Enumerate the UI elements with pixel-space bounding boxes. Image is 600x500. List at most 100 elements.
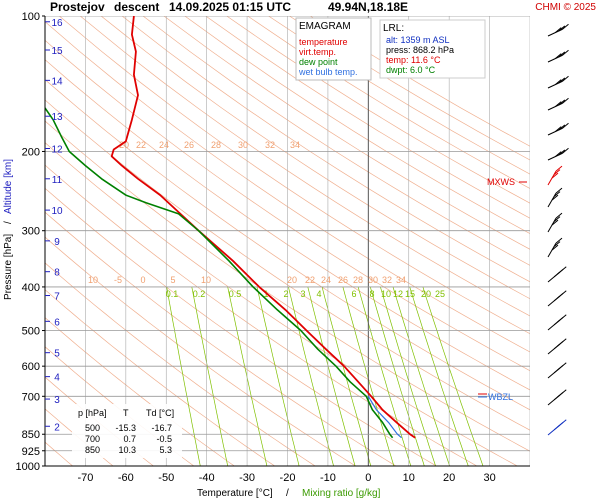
adiabat-label: 26 bbox=[184, 140, 194, 150]
lrl-dewpoint: dwpt: 6.0 °C bbox=[386, 65, 436, 75]
wbzl-marker: WBZL bbox=[478, 392, 513, 402]
wind-barb bbox=[547, 97, 569, 111]
wind-barb-flag bbox=[562, 97, 569, 104]
profile-layer bbox=[45, 16, 416, 439]
adiabat-label: 28 bbox=[353, 275, 363, 285]
mixing-ratio-label: 3 bbox=[300, 289, 305, 299]
altitude-tick-label: 6 bbox=[54, 317, 60, 328]
pressure-tick-label: 200 bbox=[22, 146, 40, 158]
altitude-tick-label: 3 bbox=[54, 395, 60, 406]
wind-barb-flag bbox=[562, 23, 569, 30]
adiabat-label: 24 bbox=[159, 140, 169, 150]
adiabat-label: 28 bbox=[211, 140, 221, 150]
dry-adiabat-line bbox=[45, 21, 530, 353]
mixing-ratio-label: 4 bbox=[316, 289, 321, 299]
adiabat-label: 30 bbox=[368, 275, 378, 285]
altitude-tick-label: 5 bbox=[54, 349, 60, 360]
wind-barb-flag bbox=[558, 51, 566, 58]
wind-barb-flag bbox=[558, 25, 566, 32]
wind-barb-flag bbox=[558, 99, 566, 106]
legend-item-wet-bulb: wet bulb temp. bbox=[298, 67, 358, 77]
pressure-tick-label: 700 bbox=[22, 391, 40, 403]
sounding-datetime: 14.09.2025 01:15 UTC bbox=[169, 0, 291, 14]
pressure-tick-label: 1000 bbox=[16, 461, 40, 473]
legend-title: EMAGRAM bbox=[299, 21, 351, 32]
wind-barb-flag bbox=[553, 169, 561, 175]
temperature-tick-label: -10 bbox=[320, 472, 336, 484]
wind-barb-staff bbox=[547, 242, 557, 258]
wind-barb bbox=[547, 237, 563, 258]
adiabat-label: 20 bbox=[287, 275, 297, 285]
wind-barb-staff bbox=[547, 192, 557, 208]
y-axis-title-altitude: Altitude [km] bbox=[3, 159, 14, 214]
legend-item-virt-temp: virt.temp. bbox=[299, 47, 336, 57]
temperature-tick-label: -60 bbox=[118, 472, 134, 484]
wind-barb bbox=[547, 419, 567, 436]
table-cell: 700 bbox=[85, 434, 100, 444]
mxws-label: MXWS bbox=[487, 177, 515, 187]
adiabat-label: 22 bbox=[136, 140, 146, 150]
wind-barb-flag bbox=[551, 172, 559, 179]
mixing-ratio-label: 12 bbox=[393, 289, 403, 299]
wind-barb-flag bbox=[551, 219, 559, 226]
wind-barb-flag bbox=[562, 75, 569, 82]
x-axis-title-temperature: Temperature [°C] bbox=[197, 488, 273, 499]
dry-adiabat-line bbox=[79, 16, 530, 317]
lrl-altitude: alt: 1359 m ASL bbox=[386, 35, 450, 45]
wbzl-label: WBZL bbox=[488, 392, 513, 402]
wind-barb-flag bbox=[553, 424, 561, 431]
altitude-tick-label: 11 bbox=[52, 175, 63, 186]
wind-barb bbox=[547, 362, 567, 379]
wind-barb-flag bbox=[553, 191, 561, 197]
dry-adiabat-line bbox=[45, 59, 530, 391]
altitude-tick-label: 2 bbox=[54, 422, 60, 433]
temperature-tick-label: -20 bbox=[280, 472, 296, 484]
wind-barb bbox=[547, 314, 567, 331]
wind-barb bbox=[547, 389, 567, 406]
wind-barb-flag bbox=[558, 124, 566, 131]
dry-adiabat-line bbox=[100, 16, 530, 300]
wind-barb-flag bbox=[553, 319, 561, 326]
pressure-tick-label: 400 bbox=[22, 282, 40, 294]
table-cell: 10.3 bbox=[118, 445, 136, 455]
wind-barb-flag bbox=[554, 151, 562, 158]
wind-barb bbox=[547, 75, 569, 89]
temperature-tick-label: 0 bbox=[365, 472, 371, 484]
dry-adiabat-line bbox=[142, 16, 530, 266]
altitude-tick-label: 9 bbox=[54, 237, 60, 248]
wind-barb-flag bbox=[554, 53, 562, 60]
adiabat-label: 0 bbox=[140, 275, 145, 285]
mixing-ratio-label: 0.2 bbox=[193, 289, 206, 299]
mixing-ratio-label: 20 bbox=[421, 289, 431, 299]
adiabat-label: 32 bbox=[382, 275, 392, 285]
lrl-title: LRL: bbox=[383, 23, 404, 34]
adiabat-label: -5 bbox=[114, 275, 122, 285]
wind-barb-flag bbox=[553, 241, 561, 247]
pressure-tick-label: 850 bbox=[22, 429, 40, 441]
wind-barb-flag bbox=[554, 101, 562, 108]
altitude-tick-label: 4 bbox=[54, 373, 60, 384]
temperature-tick-label: -40 bbox=[199, 472, 215, 484]
wind-barb bbox=[547, 23, 569, 37]
mixing-ratio-label: 0.1 bbox=[166, 289, 179, 299]
wind-barb bbox=[547, 266, 567, 283]
table-cell: -16.7 bbox=[151, 423, 172, 433]
table-cell: -0.5 bbox=[156, 434, 172, 444]
altitude-tick-label: 16 bbox=[51, 18, 63, 29]
x-axis-title-mixing-ratio: Mixing ratio [g/kg] bbox=[302, 488, 381, 499]
altitude-tick-label: 8 bbox=[54, 268, 60, 279]
lrl-temperature: temp: 11.6 °C bbox=[386, 55, 441, 65]
wind-barb-flag bbox=[553, 271, 561, 278]
dry-adiabat-line bbox=[45, 79, 530, 411]
adiabat-label: 10 bbox=[201, 275, 211, 285]
wind-barb-flag bbox=[553, 216, 561, 222]
wind-barb-flag bbox=[555, 165, 563, 172]
wind-barb bbox=[547, 338, 567, 355]
pressure-tick-label: 300 bbox=[22, 226, 40, 238]
pressure-tick-label: 100 bbox=[22, 11, 40, 23]
wind-barb bbox=[547, 165, 563, 186]
wind-barb-staff bbox=[547, 170, 557, 186]
mixing-ratio-label: 8 bbox=[369, 289, 374, 299]
